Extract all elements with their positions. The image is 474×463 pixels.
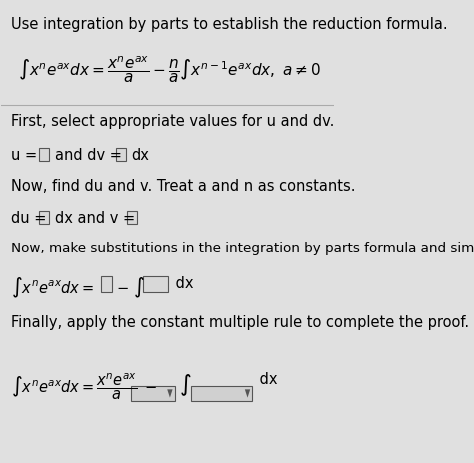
Text: $\int x^n e^{ax}dx = \dfrac{x^n e^{ax}}{a} - \dfrac{n}{a}\int x^{n-1}e^{ax}dx,\ : $\int x^n e^{ax}dx = \dfrac{x^n e^{ax}}{…: [18, 54, 321, 85]
Text: $\int$: $\int$: [179, 372, 191, 398]
Text: Finally, apply the constant multiple rule to complete the proof.: Finally, apply the constant multiple rul…: [11, 315, 470, 330]
FancyBboxPatch shape: [116, 148, 126, 161]
Text: du =: du =: [11, 211, 51, 226]
FancyBboxPatch shape: [101, 276, 112, 292]
Polygon shape: [167, 389, 173, 398]
Text: Use integration by parts to establish the reduction formula.: Use integration by parts to establish th…: [11, 18, 448, 32]
Text: $\int x^n e^{ax}dx = \dfrac{x^n e^{ax}}{a}\ -$: $\int x^n e^{ax}dx = \dfrac{x^n e^{ax}}{…: [11, 372, 158, 402]
FancyBboxPatch shape: [143, 276, 168, 292]
Text: dx and v =: dx and v =: [55, 211, 139, 226]
FancyBboxPatch shape: [39, 148, 49, 161]
FancyBboxPatch shape: [131, 386, 174, 401]
Text: $-\ \int$: $-\ \int$: [116, 276, 145, 300]
Text: Now, find du and v. Treat a and n as constants.: Now, find du and v. Treat a and n as con…: [11, 179, 356, 194]
FancyBboxPatch shape: [191, 386, 252, 401]
FancyBboxPatch shape: [39, 211, 49, 224]
Text: First, select appropriate values for u and dv.: First, select appropriate values for u a…: [11, 114, 335, 129]
Text: dx: dx: [171, 276, 193, 291]
Polygon shape: [245, 389, 250, 398]
Text: dx: dx: [131, 148, 149, 163]
Text: u =: u =: [11, 148, 42, 163]
Text: and dv =: and dv =: [55, 148, 126, 163]
Text: dx: dx: [255, 372, 278, 387]
Text: $\int x^n e^{ax}dx =$: $\int x^n e^{ax}dx =$: [11, 276, 94, 300]
Text: Now, make substitutions in the integration by parts formula and simplify.: Now, make substitutions in the integrati…: [11, 242, 474, 255]
FancyBboxPatch shape: [128, 211, 137, 224]
